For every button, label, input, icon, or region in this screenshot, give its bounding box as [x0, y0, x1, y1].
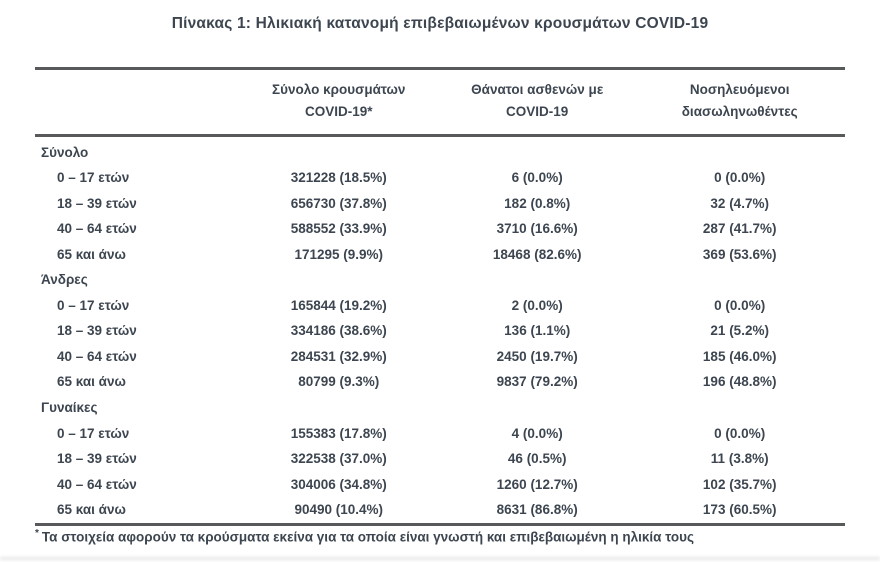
cases-value: 304006 (34.8%): [290, 476, 387, 492]
intubated-value: 369 (53.6%): [702, 246, 777, 262]
age-group-label: 18 – 39 ετών: [57, 195, 137, 211]
cases-value: 165844 (19.2%): [290, 297, 387, 313]
footnote: * Τα στοιχεία αφορούν τα κρούσματα εκείνα…: [35, 528, 845, 545]
header-row: Σύνολο κρουσμάτων COVID-19* Θάνατοι ασθε…: [35, 68, 845, 136]
intubated-value: 196 (48.8%): [702, 374, 777, 390]
cases-value: 322538 (37.0%): [290, 451, 387, 467]
deaths-value: 3710 (16.6%): [496, 221, 578, 237]
col-header-cases-line2: COVID-19*: [304, 104, 373, 120]
age-group-label: 18 – 39 ετών: [57, 323, 137, 339]
deaths-value: 182 (0.8%): [504, 195, 571, 211]
deaths-value: 2450 (19.7%): [496, 348, 578, 364]
col-header-cases-line1: Σύνολο κρουσμάτων: [272, 82, 406, 97]
col-header-intubated: Νοσηλευόμενοι διασωληνωθέντες: [634, 69, 845, 136]
cases-value: 80799 (9.3%): [298, 374, 380, 390]
age-group-label: 65 και άνω: [57, 502, 126, 518]
age-group-label: 18 – 39 ετών: [57, 451, 137, 467]
table-row: 65 και άνω 90490 (10.4%) 8631 (86.8%) 17…: [35, 497, 845, 524]
deaths-value: 1260 (12.7%): [496, 476, 578, 492]
section-header-total: Σύνολο: [35, 135, 845, 165]
section-header-women: Γυναίκες: [35, 395, 845, 421]
table-row: 0 – 17 ετών 155383 (17.8%) 4 (0.0%) 0 (0…: [35, 421, 845, 447]
deaths-value: 4 (0.0%): [511, 425, 563, 441]
deaths-value: 8631 (86.8%): [496, 502, 578, 518]
cases-value: 284531 (32.9%): [290, 348, 387, 364]
table-row: 65 και άνω 80799 (9.3%) 9837 (79.2%) 196…: [35, 369, 845, 395]
footnote-text: Τα στοιχεία αφορούν τα κρούσματα εκείνα …: [41, 529, 695, 545]
table-row: 18 – 39 ετών 334186 (38.6%) 136 (1.1%) 2…: [35, 318, 845, 344]
cases-value: 321228 (18.5%): [290, 170, 387, 186]
col-header-deaths-line1: Θάνατοι ασθενών με: [471, 82, 604, 97]
footnote-marker: *: [35, 528, 39, 539]
col-header-intubated-line2: διασωληνωθέντες: [681, 104, 798, 120]
cases-value: 155383 (17.8%): [290, 425, 387, 441]
intubated-value: 0 (0.0%): [714, 425, 766, 441]
intubated-value: 185 (46.0%): [702, 348, 777, 364]
table-title: Πίνακας 1: Ηλικιακή κατανομή επιβεβαιωμέ…: [171, 15, 709, 32]
cases-value: 334186 (38.6%): [290, 323, 387, 339]
cases-value: 171295 (9.9%): [294, 246, 384, 262]
age-group-label: 65 και άνω: [57, 374, 126, 390]
age-group-label: 0 – 17 ετών: [57, 297, 130, 313]
col-header-intubated-line1: Νοσηλευόμενοι: [689, 82, 790, 97]
table-row: 40 – 64 ετών 304006 (34.8%) 1260 (12.7%)…: [35, 472, 845, 498]
table-row: 40 – 64 ετών 588552 (33.9%) 3710 (16.6%)…: [35, 216, 845, 242]
deaths-value: 136 (1.1%): [504, 323, 571, 339]
col-header-deaths: Θάνατοι ασθενών με COVID-19: [440, 69, 634, 136]
page-bottom-edge: [0, 557, 880, 560]
table-body: Σύνολο 0 – 17 ετών 321228 (18.5%) 6 (0.0…: [35, 135, 845, 525]
intubated-value: 32 (4.7%): [710, 195, 769, 211]
intubated-value: 287 (41.7%): [702, 221, 777, 237]
col-header-deaths-line2: COVID-19: [506, 104, 569, 120]
deaths-value: 46 (0.5%): [507, 451, 567, 467]
age-group-label: 65 και άνω: [57, 246, 126, 262]
table-row: 40 – 64 ετών 284531 (32.9%) 2450 (19.7%)…: [35, 344, 845, 370]
intubated-value: 0 (0.0%): [714, 170, 766, 186]
section-label: Σύνολο: [41, 144, 89, 160]
age-group-label: 40 – 64 ετών: [57, 221, 137, 237]
col-header-cases: Σύνολο κρουσμάτων COVID-19*: [238, 69, 441, 136]
deaths-value: 6 (0.0%): [511, 170, 563, 186]
deaths-value: 18468 (82.6%): [492, 246, 582, 262]
table-row: 65 και άνω 171295 (9.9%) 18468 (82.6%) 3…: [35, 242, 845, 268]
age-group-label: 40 – 64 ετών: [57, 476, 137, 492]
cases-value: 656730 (37.8%): [290, 195, 387, 211]
table-header: Σύνολο κρουσμάτων COVID-19* Θάνατοι ασθε…: [35, 68, 845, 136]
age-group-label: 0 – 17 ετών: [57, 170, 130, 186]
intubated-value: 21 (5.2%): [710, 323, 769, 339]
col-header-empty: [35, 69, 238, 136]
covid-age-table: Σύνολο κρουσμάτων COVID-19* Θάνατοι ασθε…: [35, 67, 845, 526]
age-group-label: 40 – 64 ετών: [57, 348, 137, 364]
table-row: 18 – 39 ετών 656730 (37.8%) 182 (0.8%) 3…: [35, 191, 845, 217]
cases-value: 588552 (33.9%): [290, 221, 387, 237]
intubated-value: 11 (3.8%): [710, 451, 769, 467]
section-header-men: Άνδρες: [35, 267, 845, 293]
table-row: 18 – 39 ετών 322538 (37.0%) 46 (0.5%) 11…: [35, 446, 845, 472]
table-row: 0 – 17 ετών 165844 (19.2%) 2 (0.0%) 0 (0…: [35, 293, 845, 319]
cases-value: 90490 (10.4%): [294, 502, 384, 518]
deaths-value: 9837 (79.2%): [496, 374, 578, 390]
section-label: Γυναίκες: [41, 400, 98, 415]
intubated-value: 0 (0.0%): [714, 297, 766, 313]
section-label: Άνδρες: [41, 272, 88, 288]
intubated-value: 102 (35.7%): [702, 476, 777, 492]
table-row: 0 – 17 ετών 321228 (18.5%) 6 (0.0%) 0 (0…: [35, 165, 845, 191]
age-group-label: 0 – 17 ετών: [57, 425, 130, 441]
intubated-value: 173 (60.5%): [702, 502, 777, 518]
deaths-value: 2 (0.0%): [511, 297, 563, 313]
